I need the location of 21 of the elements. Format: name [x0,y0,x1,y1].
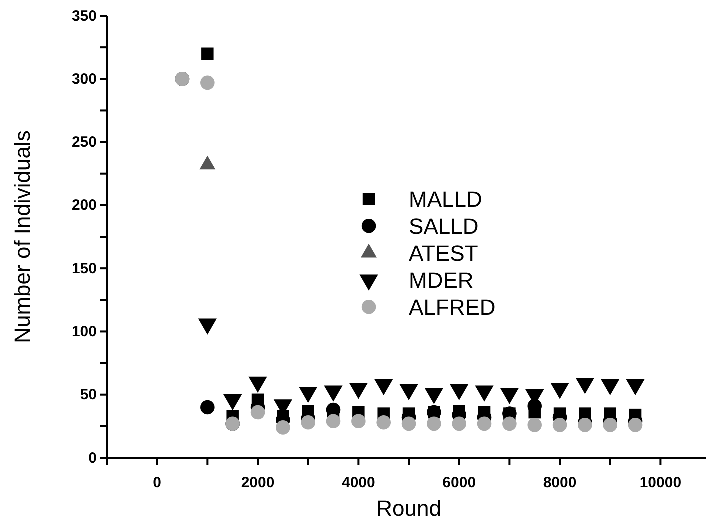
y-tick-label: 250 [72,134,97,152]
legend-label: ATEST [409,241,478,266]
x-axis-title: Round [376,496,442,521]
y-tick-label: 350 [72,8,97,25]
x-tick-label: 10000 [640,474,682,492]
x-tick-label: 8000 [543,474,577,492]
x-tick-label: 2000 [241,474,275,492]
x-tick-label: 4000 [342,474,376,492]
legend-label: SALLD [409,214,479,240]
legend-label: MDER [409,268,474,294]
legend-label: ALFRED [409,295,496,320]
y-tick-label: 50 [80,386,97,404]
y-tick-label: 100 [72,324,97,341]
y-tick-label: 150 [72,260,97,278]
y-tick-label: 200 [72,197,97,214]
x-tick-label: 0 [153,474,162,492]
legend-label: MALLD [409,187,482,212]
y-axis-title: Number of Individuals [10,130,35,344]
y-tick-label: 0 [88,450,97,467]
x-tick-label: 6000 [442,474,476,492]
y-tick-label: 300 [72,70,97,88]
